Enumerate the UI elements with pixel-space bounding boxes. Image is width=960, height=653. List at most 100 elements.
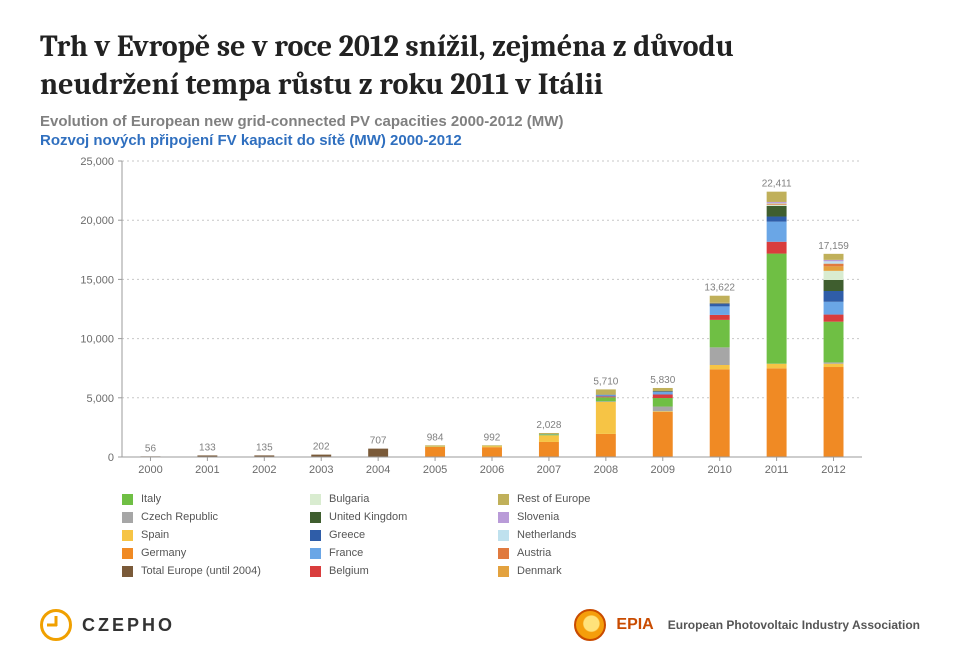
bar-segment <box>482 446 502 447</box>
legend-swatch-icon <box>122 530 133 541</box>
x-tick-label: 2008 <box>594 464 618 475</box>
legend-swatch-icon <box>122 566 133 577</box>
x-tick-label: 2012 <box>821 464 845 475</box>
legend-item: Germany <box>122 547 302 559</box>
legend-label: United Kingdom <box>329 511 407 523</box>
bar-segment <box>653 392 673 394</box>
y-tick-label: 25,000 <box>80 156 114 168</box>
bar-segment <box>767 242 787 254</box>
bar-total-label: 202 <box>313 442 330 453</box>
legend-swatch-icon <box>310 530 321 541</box>
legend-swatch-icon <box>498 494 509 505</box>
y-tick-label: 0 <box>108 452 114 464</box>
title-line2: neudržení tempa růstu z roku 2011 v Itál… <box>40 67 603 102</box>
bar-segment <box>824 367 844 457</box>
legend-swatch-icon <box>498 548 509 559</box>
bar-segment <box>596 396 616 397</box>
legend-item: Czech Republic <box>122 511 302 523</box>
bar-segment <box>824 362 844 363</box>
chart-legend: ItalyBulgariaRest of EuropeCzech Republi… <box>122 493 920 577</box>
bar-segment <box>710 303 730 304</box>
bar-segment <box>425 447 445 457</box>
legend-label: Spain <box>141 529 169 541</box>
bar-total-label: 22,411 <box>762 179 792 190</box>
bar-segment <box>539 442 559 457</box>
legend-item: Belgium <box>310 565 490 577</box>
bar-segment <box>710 320 730 347</box>
bar-segment <box>653 411 673 412</box>
legend-label: Czech Republic <box>141 511 218 523</box>
bar-total-label: 707 <box>370 436 387 447</box>
bar-segment <box>767 222 787 242</box>
bar-total-label: 5,710 <box>593 376 618 387</box>
x-tick-label: 2009 <box>651 464 675 475</box>
bar-segment <box>767 206 787 217</box>
legend-item: Denmark <box>498 565 678 577</box>
chart-svg: 05,00010,00015,00020,00025,0005620001332… <box>68 155 868 475</box>
footer-logos: CZEPHO EPIA European Photovoltaic Indust… <box>0 609 960 641</box>
bar-segment <box>710 347 730 365</box>
x-tick-label: 2002 <box>252 464 276 475</box>
legend-label: Total Europe (until 2004) <box>141 565 261 577</box>
legend-swatch-icon <box>498 566 509 577</box>
legend-swatch-icon <box>498 512 509 523</box>
bar-segment <box>596 395 616 396</box>
bar-segment <box>710 369 730 457</box>
page-title: Trh v Evropě se v roce 2012 snížil, zejm… <box>40 28 920 103</box>
x-tick-label: 2011 <box>765 464 789 475</box>
legend-item: Bulgaria <box>310 493 490 505</box>
x-tick-label: 2006 <box>480 464 504 475</box>
bar-segment <box>596 434 616 457</box>
bar-segment <box>824 266 844 270</box>
czepho-name: CZEPHO <box>82 615 175 636</box>
x-tick-label: 2010 <box>707 464 731 475</box>
bar-total-label: 13,622 <box>704 283 735 294</box>
legend-label: Greece <box>329 529 365 541</box>
bar-segment <box>653 388 673 391</box>
bar-segment <box>824 364 844 367</box>
subtitle-english: Evolution of European new grid-connected… <box>40 113 920 130</box>
page-root: Trh v Evropě se v roce 2012 snížil, zejm… <box>0 0 960 653</box>
legend-label: Bulgaria <box>329 493 369 505</box>
bar-segment <box>824 260 844 261</box>
epia-name: EPIA <box>616 616 653 634</box>
stacked-bar-chart: 05,00010,00015,00020,00025,0005620001332… <box>68 155 868 475</box>
y-tick-label: 15,000 <box>80 274 114 286</box>
bar-segment <box>824 322 844 363</box>
title-line1: Trh v Evropě se v roce 2012 snížil, zejm… <box>40 29 734 64</box>
legend-label: Slovenia <box>517 511 559 523</box>
legend-swatch-icon <box>310 512 321 523</box>
legend-item: United Kingdom <box>310 511 490 523</box>
legend-label: Belgium <box>329 565 369 577</box>
czepho-logo: CZEPHO <box>40 609 175 641</box>
legend-label: France <box>329 547 363 559</box>
bar-segment <box>653 398 673 407</box>
legend-label: Germany <box>141 547 186 559</box>
y-tick-label: 5,000 <box>86 393 114 405</box>
bar-segment <box>767 364 787 368</box>
bar-segment <box>824 302 844 315</box>
legend-swatch-icon <box>122 494 133 505</box>
epia-full: European Photovoltaic Industry Associati… <box>668 618 920 632</box>
epia-logo: EPIA European Photovoltaic Industry Asso… <box>574 609 920 641</box>
legend-label: Netherlands <box>517 529 576 541</box>
legend-label: Austria <box>517 547 551 559</box>
legend-item: Total Europe (until 2004) <box>122 565 302 577</box>
bar-segment <box>824 291 844 302</box>
bar-segment <box>767 254 787 364</box>
legend-swatch-icon <box>310 566 321 577</box>
bar-segment <box>824 254 844 260</box>
legend-item: Austria <box>498 547 678 559</box>
x-tick-label: 2007 <box>537 464 561 475</box>
bar-segment <box>653 392 673 393</box>
legend-item: France <box>310 547 490 559</box>
bar-segment <box>596 389 616 394</box>
bar-segment <box>767 203 787 204</box>
x-tick-label: 2000 <box>138 464 162 475</box>
bar-segment <box>710 306 730 315</box>
bar-total-label: 133 <box>199 442 216 453</box>
bar-segment <box>482 445 502 446</box>
bar-segment <box>824 261 844 263</box>
legend-item: Spain <box>122 529 302 541</box>
legend-item: Italy <box>122 493 302 505</box>
